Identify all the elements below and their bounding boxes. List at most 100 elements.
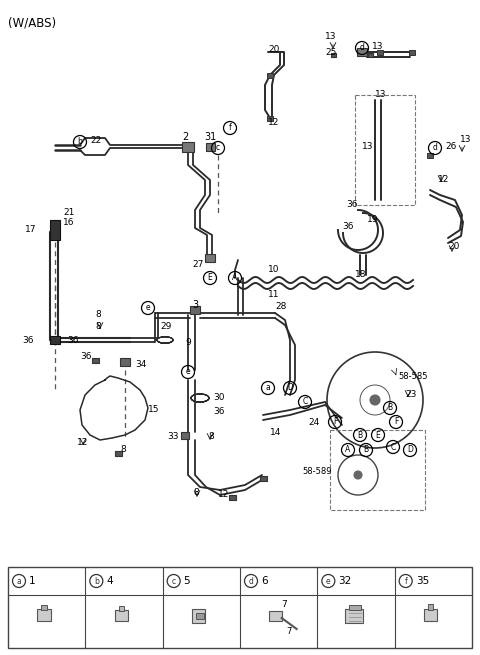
Text: a: a: [17, 576, 22, 586]
Text: (W/ABS): (W/ABS): [8, 16, 56, 29]
Text: 36: 36: [22, 336, 34, 345]
Text: a: a: [265, 383, 270, 392]
Bar: [50, 336, 60, 344]
Bar: [50, 220, 60, 240]
Text: F: F: [333, 417, 337, 426]
Text: 21: 21: [63, 208, 74, 217]
Text: d: d: [360, 43, 364, 52]
Text: 36: 36: [346, 200, 358, 209]
Bar: [368, 53, 372, 57]
Text: 28: 28: [275, 302, 287, 311]
Bar: [357, 48, 367, 56]
Text: 20: 20: [268, 45, 279, 54]
Text: 16: 16: [63, 218, 74, 227]
Text: b: b: [94, 576, 99, 586]
Text: f: f: [404, 576, 407, 586]
Text: d: d: [249, 576, 253, 586]
Bar: [355, 95, 415, 205]
Text: 26: 26: [445, 142, 456, 151]
Circle shape: [354, 471, 362, 479]
Text: 9: 9: [185, 338, 191, 347]
Text: 27: 27: [192, 260, 204, 269]
Text: 11: 11: [268, 290, 279, 299]
Text: 8: 8: [208, 432, 214, 441]
Text: F: F: [394, 417, 398, 426]
Text: 29: 29: [160, 322, 171, 331]
Text: 2: 2: [182, 132, 188, 142]
Bar: [190, 306, 200, 314]
Bar: [345, 609, 363, 623]
Text: 34: 34: [135, 360, 146, 369]
Circle shape: [370, 395, 380, 405]
Text: 20: 20: [448, 242, 459, 251]
Text: 24: 24: [308, 418, 319, 427]
Bar: [260, 476, 266, 481]
Text: 31: 31: [204, 132, 216, 142]
Text: B: B: [358, 430, 362, 440]
Bar: [428, 604, 433, 610]
Text: e: e: [146, 303, 150, 312]
Bar: [267, 73, 273, 77]
Bar: [115, 451, 121, 455]
Text: A: A: [346, 445, 350, 455]
Bar: [409, 50, 415, 54]
Text: 8: 8: [120, 445, 126, 454]
Text: 12: 12: [438, 175, 449, 184]
Bar: [205, 254, 215, 262]
Text: 4: 4: [107, 576, 113, 586]
Text: 6: 6: [261, 576, 268, 586]
Text: 8: 8: [193, 488, 199, 497]
Text: 14: 14: [270, 428, 281, 437]
Text: A: A: [232, 274, 238, 282]
Bar: [181, 432, 189, 438]
Bar: [330, 430, 425, 510]
Bar: [424, 609, 437, 621]
Text: 7: 7: [281, 600, 287, 609]
Bar: [331, 53, 336, 57]
Text: 19: 19: [367, 215, 379, 224]
Text: 32: 32: [338, 576, 351, 586]
Text: 36: 36: [213, 407, 225, 416]
Bar: [349, 605, 361, 610]
Text: e: e: [186, 367, 190, 377]
Text: 12: 12: [218, 490, 229, 499]
Bar: [196, 613, 204, 619]
Text: d: d: [432, 143, 437, 153]
Text: 13: 13: [460, 135, 471, 144]
Bar: [182, 142, 194, 152]
Text: C: C: [390, 443, 396, 451]
Text: E: E: [376, 430, 380, 440]
Text: D: D: [287, 383, 293, 392]
Text: 36: 36: [80, 352, 92, 361]
Text: 13: 13: [375, 90, 386, 99]
Text: 1: 1: [29, 576, 36, 586]
Text: B: B: [387, 403, 393, 413]
Text: 35: 35: [416, 576, 429, 586]
Bar: [269, 611, 282, 621]
Bar: [41, 605, 47, 610]
Text: 58-589: 58-589: [302, 467, 332, 476]
Text: 15: 15: [148, 405, 159, 414]
Text: 23: 23: [405, 390, 416, 399]
Text: f: f: [228, 124, 231, 132]
Text: 17: 17: [25, 225, 36, 234]
Text: b: b: [78, 138, 83, 147]
Text: 12: 12: [77, 438, 88, 447]
Text: 5: 5: [184, 576, 190, 586]
Text: 8: 8: [95, 310, 101, 319]
Text: 12: 12: [268, 118, 279, 127]
Text: 33: 33: [167, 432, 179, 441]
Bar: [36, 609, 51, 621]
Bar: [115, 610, 128, 621]
Bar: [119, 606, 124, 611]
Bar: [192, 609, 205, 623]
Bar: [377, 50, 383, 54]
Text: 7: 7: [286, 627, 291, 636]
Text: 25: 25: [325, 48, 336, 57]
Bar: [228, 495, 236, 500]
Text: 18: 18: [355, 270, 367, 279]
Text: E: E: [208, 274, 212, 282]
Text: 13: 13: [362, 142, 373, 151]
Text: 58-585: 58-585: [398, 372, 428, 381]
Text: 8: 8: [95, 322, 101, 331]
